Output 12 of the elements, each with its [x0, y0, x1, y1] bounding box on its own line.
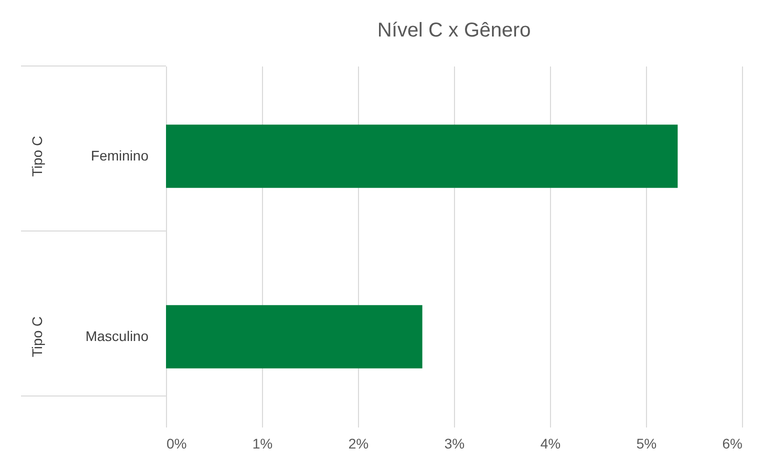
x-tick-label: 6% — [722, 436, 742, 452]
x-tick-label: 0% — [166, 436, 187, 452]
x-tick-label: 4% — [540, 436, 561, 452]
x-tick-label: 2% — [348, 436, 369, 452]
x-tick-label: 3% — [444, 436, 465, 452]
text: Tipo C — [29, 316, 45, 358]
y-tick-label: Masculino — [85, 328, 149, 344]
y-tick-label: Feminino — [90, 147, 149, 164]
chart-title: Nível C x Gênero — [377, 20, 531, 42]
x-tick-label: 1% — [252, 436, 273, 452]
x-tick-label: 5% — [636, 436, 657, 452]
text: Tipo C — [29, 136, 45, 177]
